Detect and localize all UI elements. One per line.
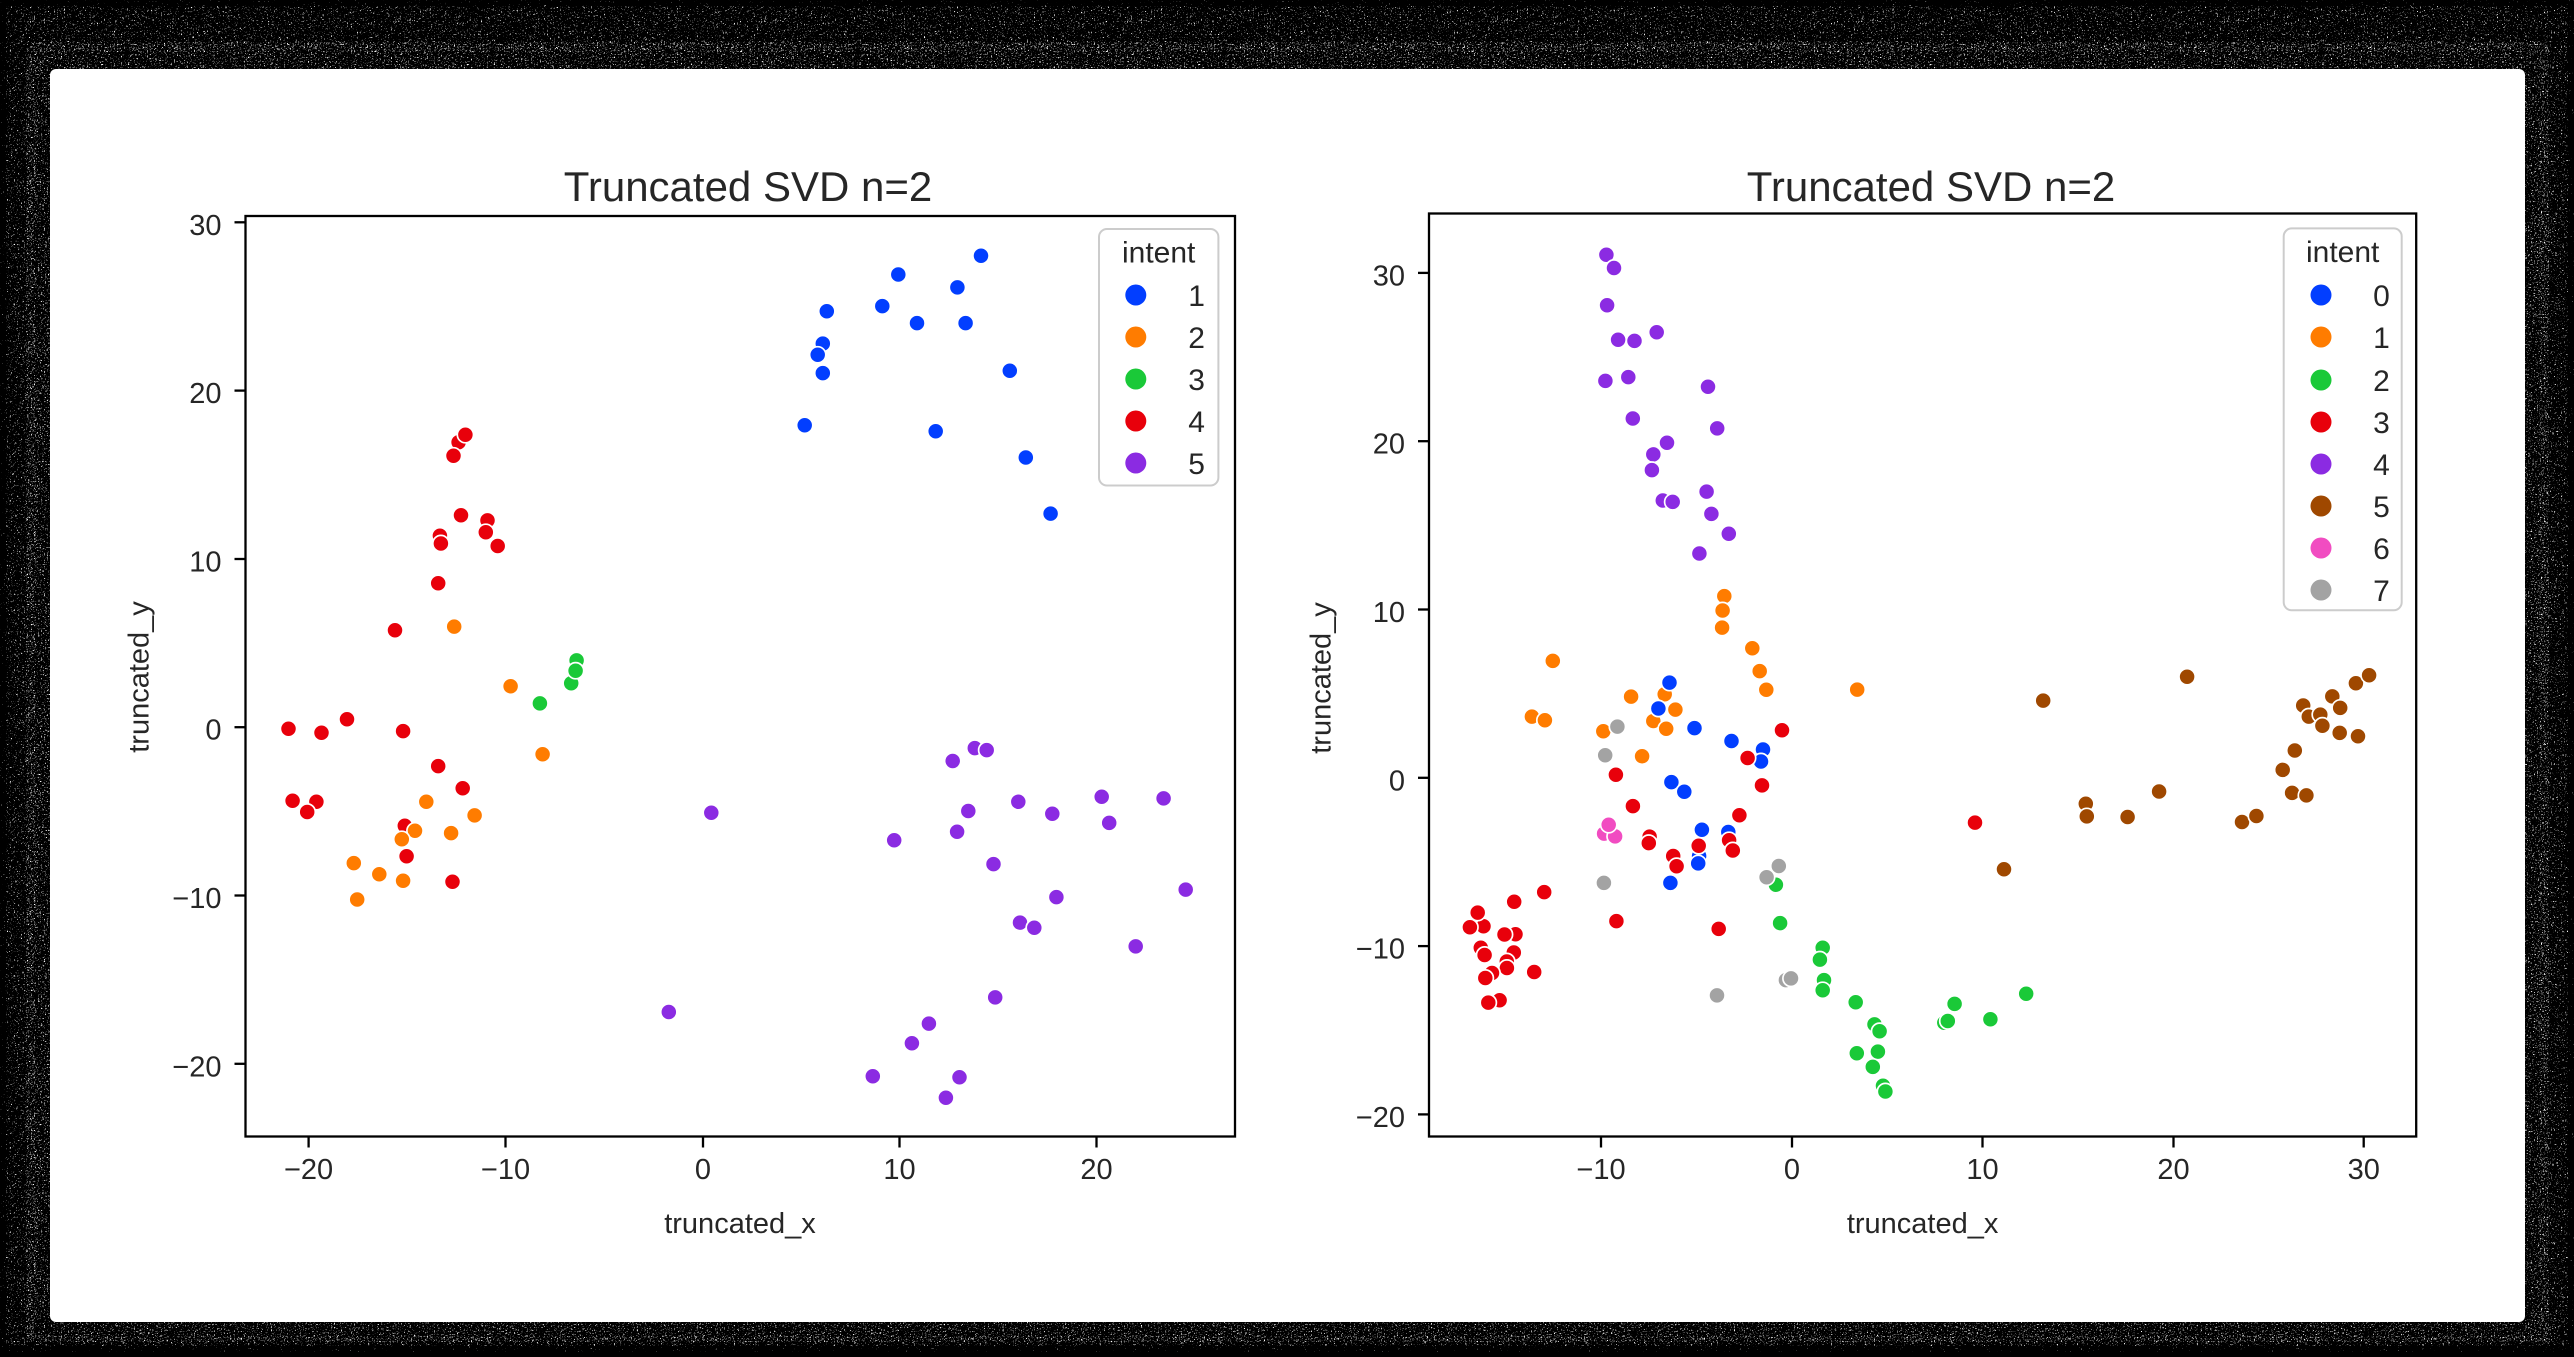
- svg-text:−10: −10: [1356, 934, 1405, 966]
- svg-text:4: 4: [1188, 406, 1205, 439]
- svg-text:3: 3: [1188, 364, 1205, 397]
- svg-text:0: 0: [205, 715, 221, 747]
- svg-text:10: 10: [189, 547, 221, 579]
- svg-text:20: 20: [2157, 1154, 2189, 1186]
- svg-text:30: 30: [2348, 1154, 2380, 1186]
- svg-text:20: 20: [1373, 429, 1405, 461]
- svg-text:−10: −10: [1576, 1154, 1625, 1186]
- svg-text:2: 2: [2373, 365, 2390, 398]
- svg-text:truncated_x: truncated_x: [664, 1208, 816, 1240]
- svg-text:30: 30: [1373, 260, 1405, 292]
- svg-text:0: 0: [1389, 765, 1405, 797]
- svg-text:5: 5: [2373, 491, 2390, 524]
- svg-text:10: 10: [883, 1154, 915, 1186]
- svg-text:30: 30: [189, 210, 221, 242]
- svg-text:10: 10: [1966, 1154, 1998, 1186]
- svg-text:Truncated SVD n=2: Truncated SVD n=2: [1747, 163, 2115, 210]
- svg-text:4: 4: [2373, 449, 2390, 482]
- svg-text:20: 20: [189, 378, 221, 410]
- svg-text:5: 5: [1188, 448, 1205, 481]
- svg-text:−10: −10: [481, 1154, 530, 1186]
- svg-text:2: 2: [1188, 322, 1205, 355]
- svg-text:7: 7: [2373, 575, 2390, 608]
- svg-text:intent: intent: [2306, 236, 2380, 269]
- svg-text:truncated_x: truncated_x: [1847, 1208, 1999, 1240]
- svg-text:20: 20: [1080, 1154, 1112, 1186]
- svg-text:10: 10: [1373, 597, 1405, 629]
- svg-text:−10: −10: [172, 883, 221, 915]
- svg-text:−20: −20: [284, 1154, 333, 1186]
- svg-text:intent: intent: [1122, 237, 1196, 270]
- svg-text:0: 0: [695, 1154, 711, 1186]
- svg-text:Truncated SVD n=2: Truncated SVD n=2: [564, 163, 932, 210]
- svg-text:−20: −20: [172, 1051, 221, 1083]
- svg-text:truncated_y: truncated_y: [1306, 602, 1338, 754]
- svg-text:truncated_y: truncated_y: [124, 601, 156, 753]
- svg-text:1: 1: [2373, 322, 2390, 355]
- svg-text:1: 1: [1188, 280, 1205, 313]
- svg-text:3: 3: [2373, 407, 2390, 440]
- svg-text:0: 0: [2373, 280, 2390, 313]
- svg-text:0: 0: [1784, 1154, 1800, 1186]
- svg-text:−20: −20: [1356, 1102, 1405, 1134]
- svg-text:6: 6: [2373, 533, 2390, 566]
